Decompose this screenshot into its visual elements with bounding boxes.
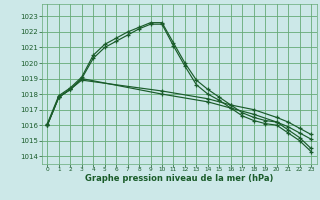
X-axis label: Graphe pression niveau de la mer (hPa): Graphe pression niveau de la mer (hPa) bbox=[85, 174, 273, 183]
